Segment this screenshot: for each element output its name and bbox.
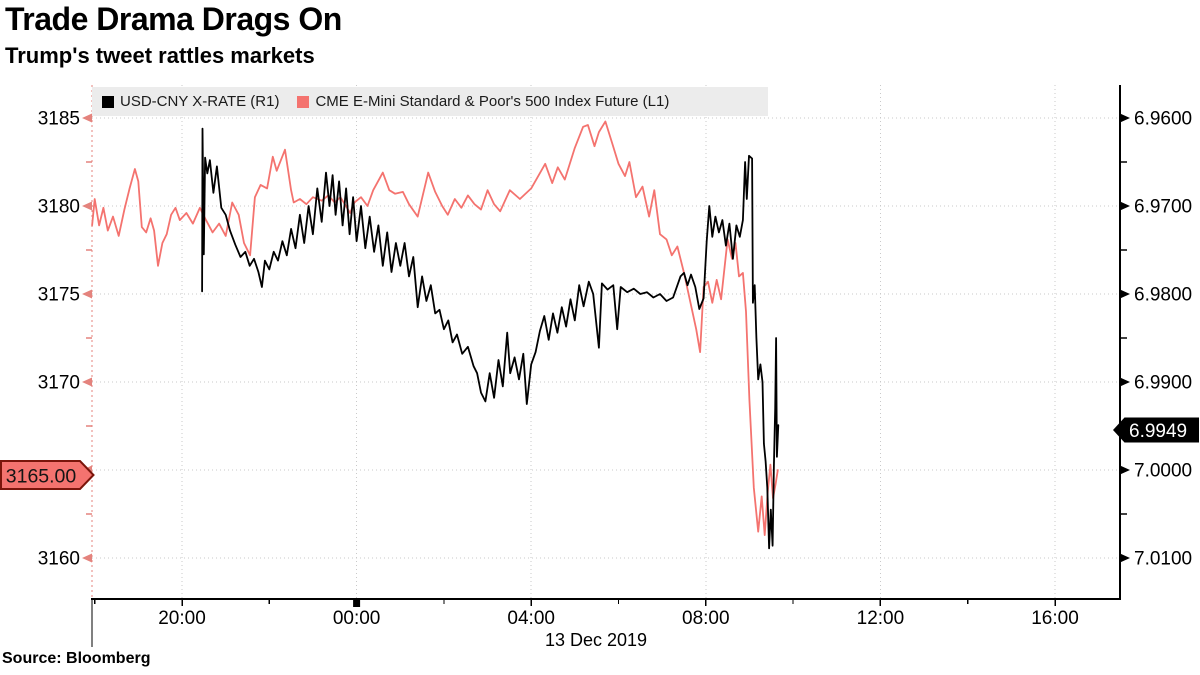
legend-item-spx-future: CME E-Mini Standard & Poor's 500 Index F…	[297, 93, 669, 110]
right-axis-label: 6.9900	[1134, 373, 1192, 394]
right-tick-arrow-icon	[1120, 289, 1130, 299]
x-axis-label: 04:00	[507, 608, 555, 629]
series-lines	[91, 120, 780, 550]
right-axis-label: 7.0100	[1134, 549, 1192, 570]
day-boundary-marker	[353, 600, 361, 607]
page-title: Trade Drama Drags On	[5, 1, 342, 37]
usdcny-line	[201, 127, 780, 550]
right-axis-label: 7.0000	[1134, 461, 1192, 482]
axes-and-ticks	[82, 85, 1130, 647]
tick-labels: 3185318031753170316531606.96006.97006.98…	[38, 109, 1192, 630]
right-tick-arrow-icon	[1120, 201, 1130, 211]
x-axis-label: 20:00	[158, 608, 206, 629]
spx-future-swatch-icon	[297, 95, 310, 108]
right-axis-label: 6.9800	[1134, 285, 1192, 306]
right-tick-arrow-icon	[1120, 465, 1130, 475]
legend-label-spx-future: CME E-Mini Standard & Poor's 500 Index F…	[315, 93, 670, 110]
right-tick-arrow-icon	[1120, 113, 1130, 123]
x-axis-date-label: 13 Dec 2019	[545, 630, 647, 650]
left-axis-label: 3185	[38, 109, 80, 130]
gridlines	[92, 85, 1120, 599]
left-axis-label: 3170	[38, 373, 80, 394]
legend-item-usdcny: USD-CNY X-RATE (R1)	[102, 93, 279, 110]
source-attribution: Source: Bloomberg	[2, 650, 151, 667]
x-axis-label: 08:00	[682, 608, 730, 629]
right-axis-label: 6.9600	[1134, 109, 1192, 130]
chart-legend: USD-CNY X-RATE (R1) CME E-Mini Standard …	[92, 87, 768, 116]
right-tick-arrow-icon	[1120, 553, 1130, 563]
left-axis-label: 3180	[38, 197, 80, 218]
left-tick-arrow-icon	[82, 113, 92, 123]
left-axis-price-tag: 3165.00	[0, 460, 95, 490]
left-axis-label: 3175	[38, 285, 80, 306]
left-tick-arrow-icon	[82, 289, 92, 299]
right-price-tag-value: 6.9949	[1129, 421, 1187, 442]
left-tick-arrow-icon	[82, 201, 92, 211]
left-axis-label: 3160	[38, 549, 80, 570]
spx-future-line	[91, 120, 779, 536]
right-price-tag-shape	[1113, 417, 1199, 443]
page-subtitle: Trump's tweet rattles markets	[5, 43, 315, 68]
left-price-tag-value: 3165.00	[6, 466, 77, 488]
left-price-tag-shape	[0, 460, 95, 490]
x-axis-label: 16:00	[1031, 608, 1079, 629]
x-axis-label: 00:00	[333, 608, 381, 629]
x-axis-label: 12:00	[857, 608, 905, 629]
legend-label-usdcny: USD-CNY X-RATE (R1)	[120, 93, 280, 110]
left-tick-arrow-icon	[82, 553, 92, 563]
right-axis-price-tag: 6.9949	[1113, 417, 1199, 443]
usdcny-swatch-icon	[102, 95, 114, 108]
left-tick-arrow-icon	[82, 377, 92, 387]
right-tick-arrow-icon	[1120, 377, 1130, 387]
right-axis-label: 6.9700	[1134, 197, 1192, 218]
